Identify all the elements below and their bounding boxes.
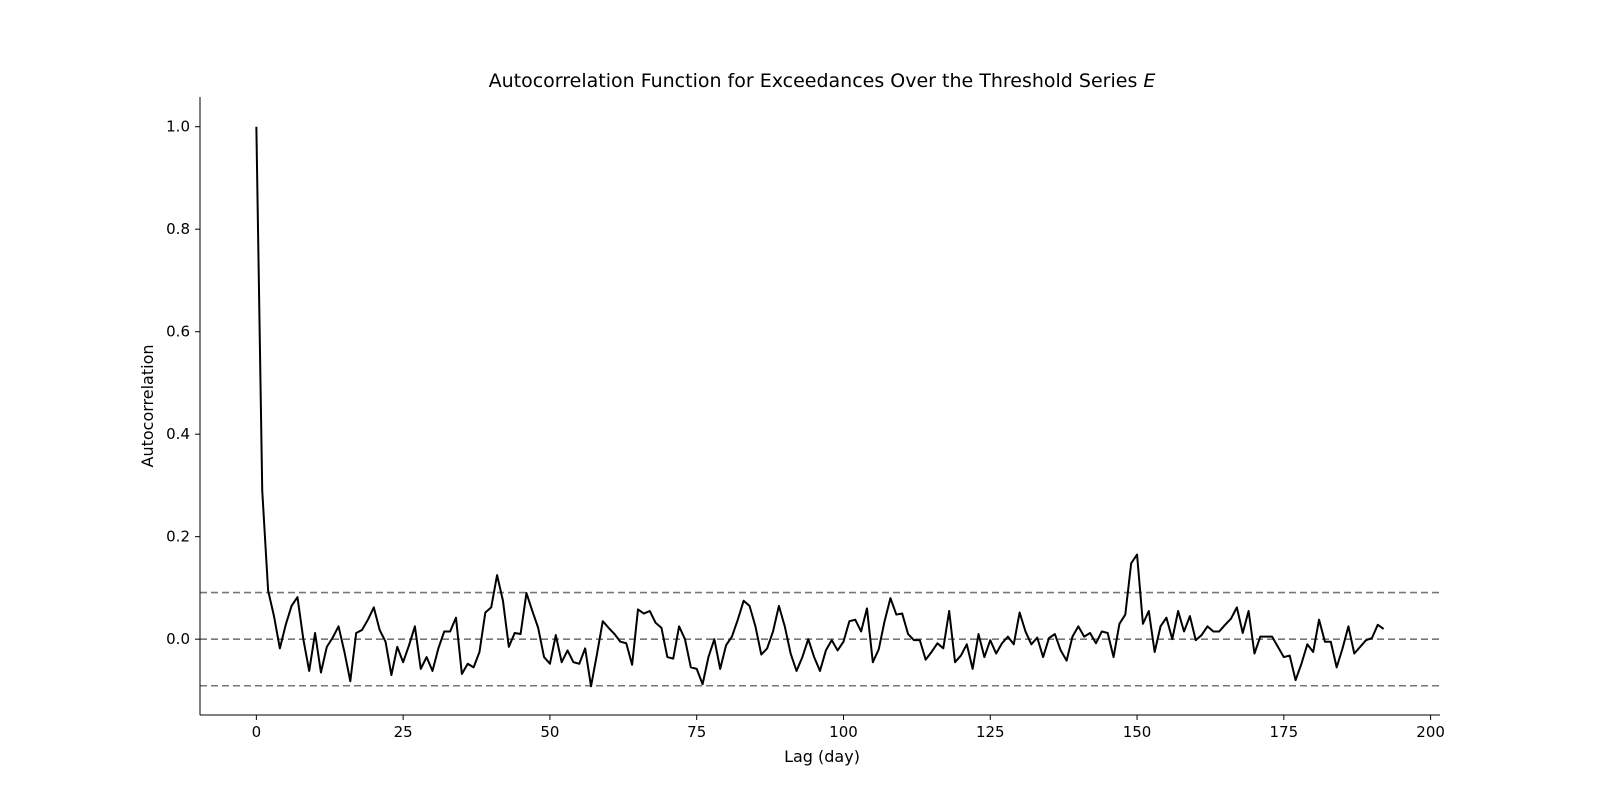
y-tick-label: 1.0 [166,118,190,136]
x-tick-label: 175 [1270,723,1299,741]
axes [199,97,1440,716]
series-group [255,126,1385,688]
reference-lines [200,591,1440,687]
chart-title-italic: E [1143,70,1155,92]
x-tick-label: 0 [252,723,262,741]
y-tick-label: 0.4 [166,425,190,443]
x-tick-label: 75 [687,723,706,741]
x-tick-label: 150 [1123,723,1152,741]
y-tick-label: 0.2 [166,528,190,546]
x-tick-label: 125 [976,723,1005,741]
acf-series-line [255,126,1385,688]
y-axis-label: Autocorrelation [138,345,157,468]
x-tick-label: 50 [540,723,559,741]
x-ticks: 0 25 50 75 100 125 150 175 200 [252,715,1445,741]
y-tick-label: 0.8 [166,220,190,238]
chart-title-text: Autocorrelation Function for Exceedances… [489,70,1144,92]
x-tick-label: 200 [1416,723,1445,741]
y-tick-label: 0.6 [166,323,190,341]
chart-title: Autocorrelation Function for Exceedances… [489,70,1156,92]
y-tick-label: 0.0 [166,630,190,648]
x-axis-label: Lag (day) [784,747,860,766]
x-tick-label: 100 [829,723,858,741]
x-tick-label: 25 [394,723,413,741]
y-ticks: 0.0 0.2 0.4 0.6 0.8 1.0 [166,118,200,648]
